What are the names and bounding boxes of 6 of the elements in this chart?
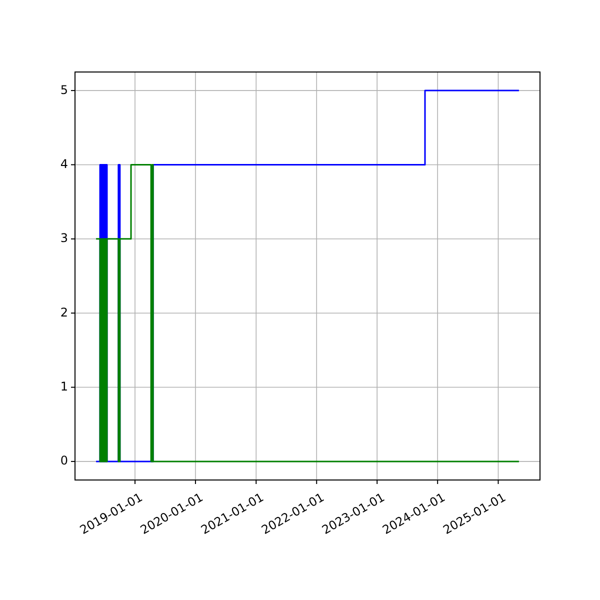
- y-tick-label: 1: [60, 380, 68, 394]
- y-tick-label: 0: [60, 454, 68, 468]
- y-tick-label: 5: [60, 82, 68, 97]
- y-tick-label: 4: [60, 157, 68, 172]
- y-tick-label: 3: [60, 231, 68, 246]
- y-tick-label: 2: [60, 305, 68, 320]
